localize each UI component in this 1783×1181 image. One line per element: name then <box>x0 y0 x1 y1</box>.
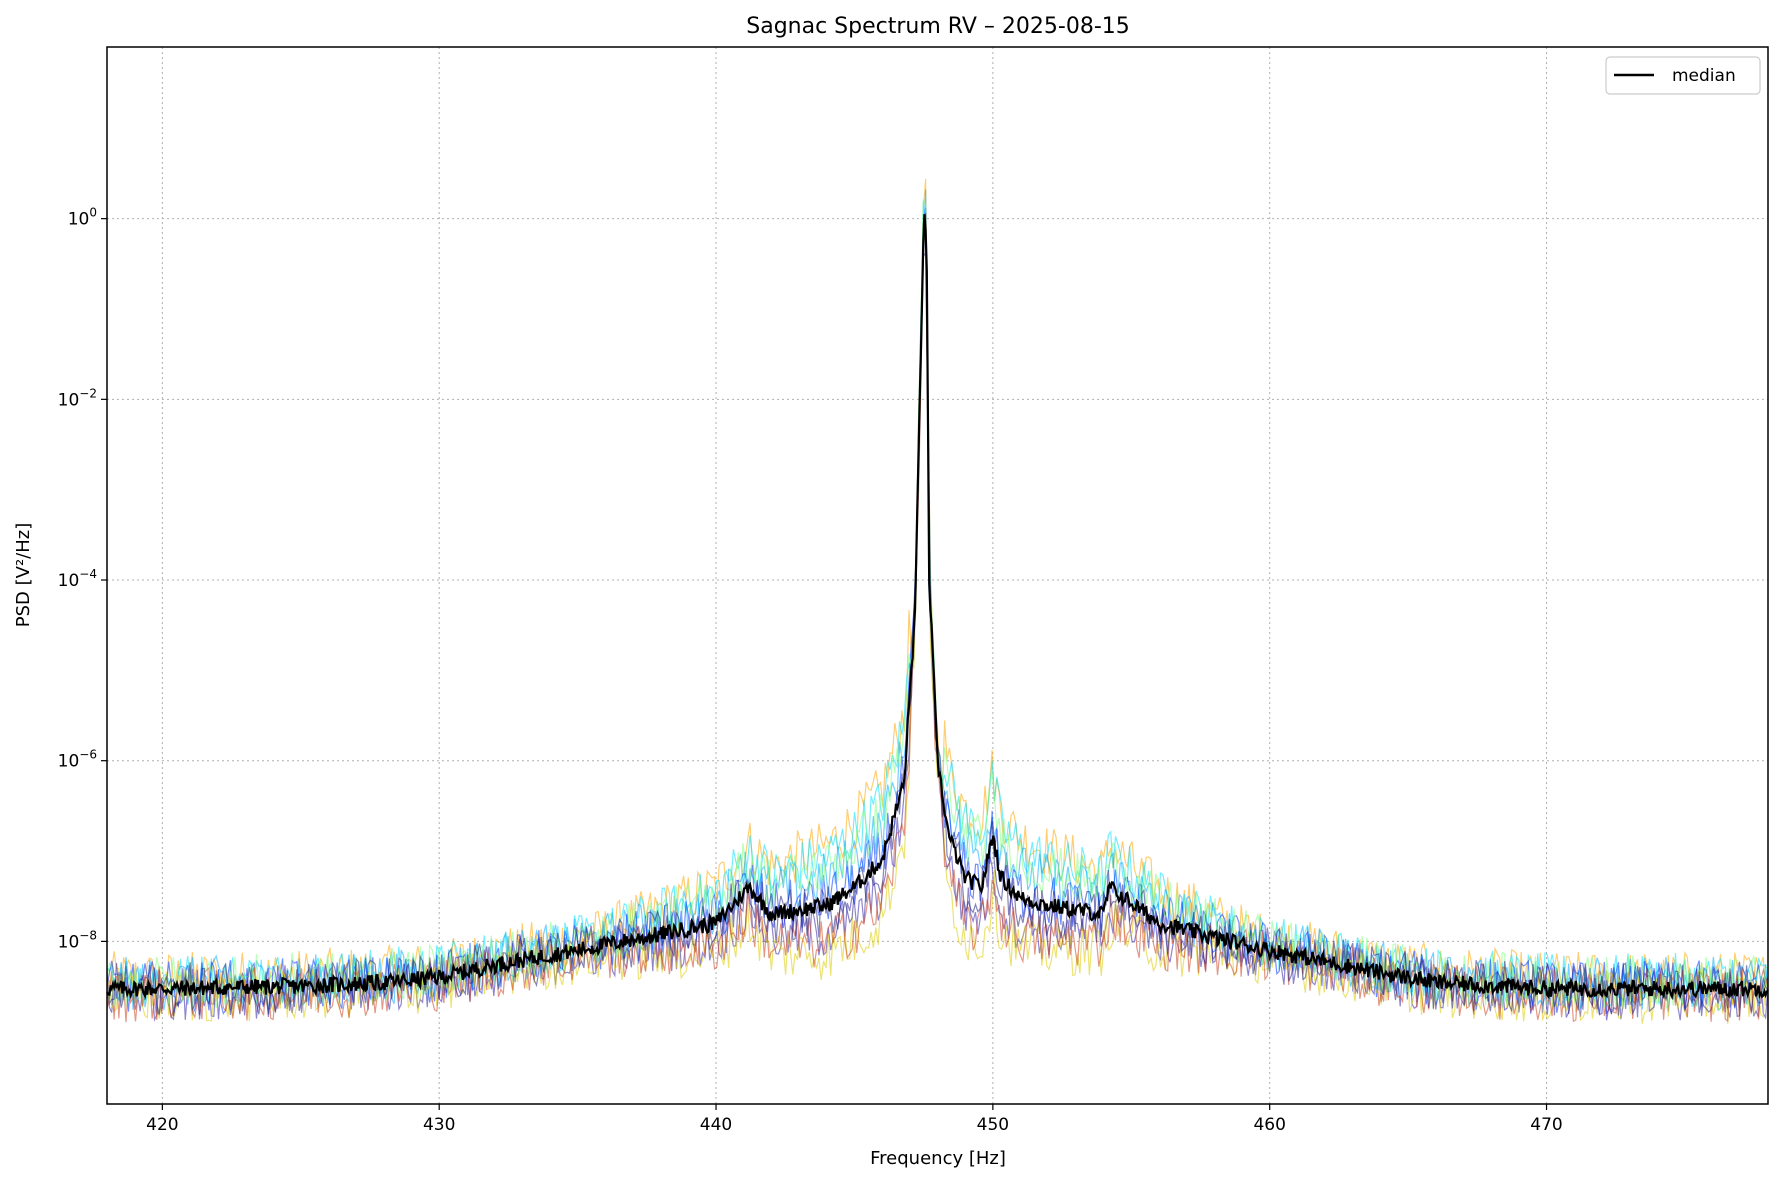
plot-frame <box>106 46 1769 1105</box>
y-axis-label: PSD [V²/Hz] <box>13 523 34 627</box>
y-tick-label: 100 <box>68 206 97 230</box>
legend-box <box>1605 56 1761 95</box>
x-tick-label: 470 <box>1530 1115 1562 1135</box>
y-tick-label: 10−6 <box>58 748 97 772</box>
x-tick-label: 440 <box>700 1115 732 1135</box>
x-tick-label: 430 <box>423 1115 455 1135</box>
x-axis-label: Frequency [Hz] <box>870 1148 1006 1169</box>
median-line <box>106 214 1769 1000</box>
y-axis-ticks: 10−8 10−6 10−4 10−2 100 <box>58 206 107 952</box>
x-tick-label: 460 <box>1253 1115 1285 1135</box>
x-tick-label: 450 <box>977 1115 1009 1135</box>
x-tick-label: 420 <box>146 1115 178 1135</box>
x-axis-ticks: 420 430 440 450 460 470 <box>146 1104 1563 1135</box>
y-tick-label: 10−4 <box>58 567 97 591</box>
chart-title: Sagnac Spectrum RV – 2025-08-15 <box>746 14 1130 39</box>
y-tick-label: 10−2 <box>58 386 97 410</box>
median-series <box>106 214 1769 1000</box>
grid <box>107 47 1768 1104</box>
legend: median <box>1605 56 1761 95</box>
legend-median-label: median <box>1672 66 1736 86</box>
y-tick-label: 10−8 <box>58 928 97 952</box>
